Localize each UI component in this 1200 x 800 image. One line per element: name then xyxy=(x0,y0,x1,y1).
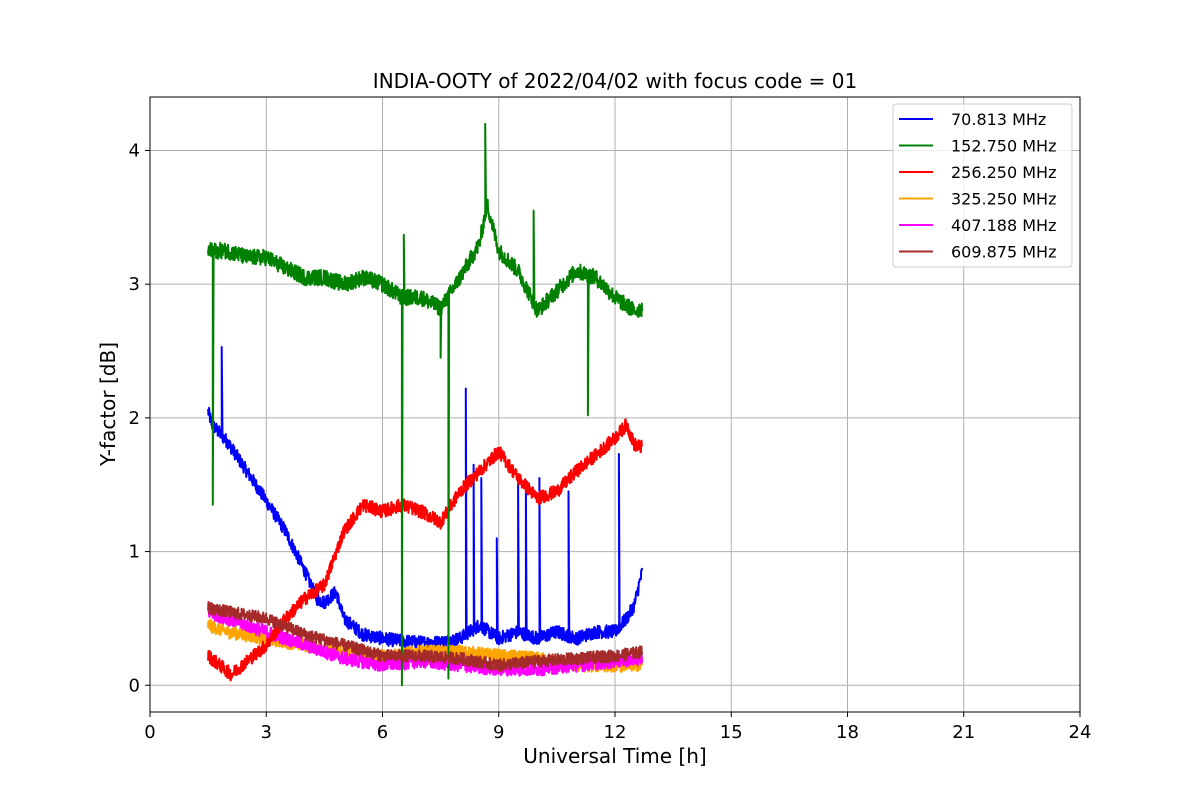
series-line xyxy=(207,122,644,687)
y-tick-label: 4 xyxy=(129,140,140,161)
x-tick-label: 9 xyxy=(493,722,504,743)
chart-title: INDIA-OOTY of 2022/04/02 with focus code… xyxy=(373,69,857,93)
x-tick-label: 6 xyxy=(377,722,388,743)
legend-label: 609.875 MHz xyxy=(951,243,1056,262)
legend-label: 70.813 MHz xyxy=(951,110,1046,129)
x-tick-label: 21 xyxy=(952,722,975,743)
y-axis: 0 1 2 3 4 xyxy=(129,140,150,696)
series-layer xyxy=(207,122,644,687)
x-axis-label: Universal Time [h] xyxy=(523,744,706,768)
series-line xyxy=(207,601,644,672)
x-tick-label: 12 xyxy=(604,722,627,743)
legend-label: 407.188 MHz xyxy=(951,216,1056,235)
series-line xyxy=(207,346,644,651)
y-tick-label: 1 xyxy=(129,542,140,563)
x-tick-label: 15 xyxy=(720,722,743,743)
x-tick-label: 3 xyxy=(261,722,272,743)
x-tick-label: 24 xyxy=(1069,722,1092,743)
legend-box xyxy=(892,103,1073,268)
y-tick-label: 0 xyxy=(129,675,140,696)
x-tick-label: 18 xyxy=(836,722,859,743)
legend-label: 325.250 MHz xyxy=(951,190,1056,209)
legend-label: 256.250 MHz xyxy=(951,163,1056,182)
y-tick-label: 2 xyxy=(129,408,140,429)
x-tick-label: 0 xyxy=(144,722,155,743)
y-tick-label: 3 xyxy=(129,274,140,295)
legend-label: 152.750 MHz xyxy=(951,137,1056,156)
y-axis-label: Y-factor [dB] xyxy=(96,342,120,467)
legend: 70.813 MHz 152.750 MHz 256.250 MHz 325.250 … xyxy=(892,103,1073,268)
x-axis: 0 3 6 9 12 15 18 21 24 xyxy=(144,712,1091,743)
